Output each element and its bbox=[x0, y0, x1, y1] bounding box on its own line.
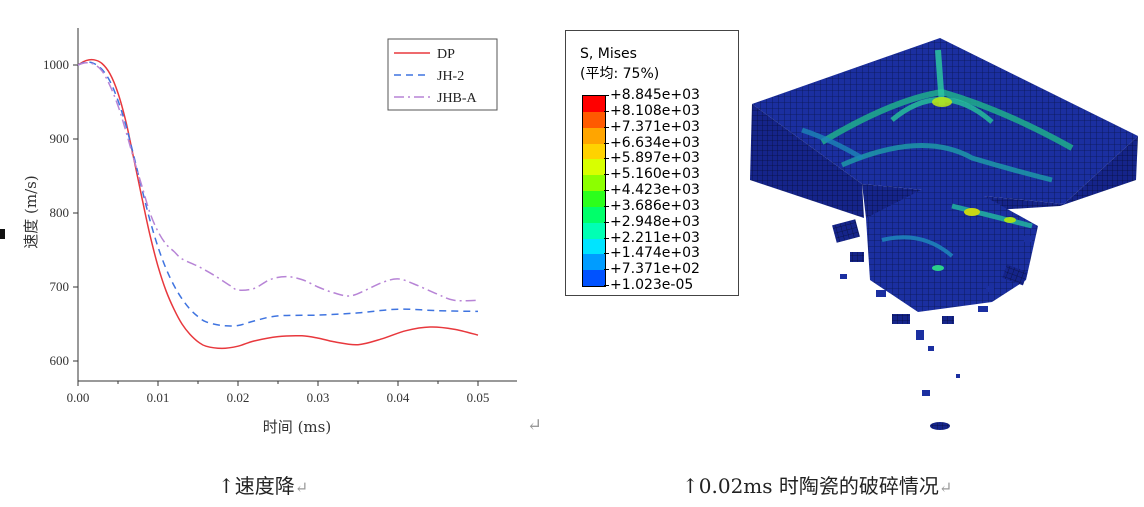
y-tick-label: 900 bbox=[50, 131, 70, 146]
colorbar-label: +5.897e+03 bbox=[610, 150, 700, 167]
right-caption-return-mark: ↵ bbox=[938, 478, 953, 497]
y-tick-label: 700 bbox=[50, 279, 70, 294]
colorbar-band bbox=[583, 175, 605, 192]
chart-axes bbox=[77, 28, 517, 382]
x-tick-label: 0.00 bbox=[67, 390, 90, 405]
colorbar-label: +7.371e+03 bbox=[610, 118, 700, 135]
colorbar-band bbox=[583, 159, 605, 176]
right-caption-text: ↑0.02ms 时陶瓷的破碎情况 bbox=[682, 474, 939, 498]
ceramic-fragments bbox=[832, 176, 1038, 430]
paragraph-return-mark: ↵ bbox=[527, 415, 543, 436]
x-tick-label: 0.01 bbox=[147, 390, 170, 405]
colorbar-label: +8.108e+03 bbox=[610, 102, 700, 119]
legend-label-dp: DP bbox=[437, 47, 455, 62]
contour-legend: S, Mises (平均: 75%) +8.845e+03 +8.108e+03 +… bbox=[565, 30, 739, 296]
colorbar-tick bbox=[604, 285, 609, 286]
y-tick-labels: 600 700 800 900 1000 bbox=[43, 57, 78, 368]
colorbar-band bbox=[583, 206, 605, 223]
colorbar-band bbox=[583, 222, 605, 239]
y-tick-label: 600 bbox=[50, 353, 70, 368]
colorbar-label: +8.845e+03 bbox=[610, 87, 700, 103]
colorbar-band bbox=[583, 143, 605, 160]
x-tick-label: 0.05 bbox=[467, 390, 490, 405]
colorbar-band bbox=[583, 270, 605, 287]
colorbar-tick bbox=[604, 221, 609, 223]
colorbar-tick bbox=[604, 126, 609, 128]
series-line-jhb-a bbox=[77, 62, 479, 302]
chart-legend: DP JH-2 JHB-A bbox=[387, 38, 498, 111]
left-caption-text: ↑速度降 bbox=[218, 474, 295, 498]
series-line-dp bbox=[77, 58, 479, 350]
colorbar-tick bbox=[604, 237, 609, 239]
legend-label-jhb-a: JHB-A bbox=[437, 91, 478, 106]
legend-label-jh-2: JH-2 bbox=[437, 69, 464, 84]
colorbar-band bbox=[583, 191, 605, 208]
colorbar-band bbox=[583, 238, 605, 255]
series-line-jh-2 bbox=[77, 61, 479, 327]
colorbar-label: +2.948e+03 bbox=[610, 213, 700, 230]
x-axis-label: 时间 (ms) bbox=[263, 418, 331, 436]
colorbar-label: +3.686e+03 bbox=[610, 197, 700, 214]
colorbar-tick bbox=[604, 205, 609, 207]
fragmented-ceramic-simulation bbox=[750, 38, 1138, 430]
y-axis-label: 速度 (m/s) bbox=[22, 175, 40, 248]
colorbar-tick bbox=[604, 174, 609, 176]
colorbar-label: +1.474e+03 bbox=[610, 245, 700, 262]
x-tick-label: 0.03 bbox=[307, 390, 330, 405]
colorbar-tick bbox=[604, 142, 609, 144]
text-cursor-marker bbox=[0, 229, 5, 239]
colorbar-tick bbox=[604, 158, 609, 160]
colorbar-tick bbox=[604, 269, 609, 271]
colorbar-label: +5.160e+03 bbox=[610, 166, 700, 183]
colorbar-label: +2.211e+03 bbox=[610, 229, 700, 246]
colorbar-band bbox=[583, 111, 605, 128]
left-caption-return-mark: ↵ bbox=[294, 478, 309, 497]
colorbar-label: +1.023e-05 bbox=[610, 277, 694, 293]
left-figure-caption: ↑速度降↵ bbox=[218, 470, 308, 499]
contour-legend-title: S, Mises bbox=[580, 46, 637, 62]
contour-colorbar bbox=[582, 95, 606, 287]
colorbar-tick bbox=[604, 110, 609, 112]
right-figure-caption: ↑0.02ms 时陶瓷的破碎情况↵ bbox=[682, 470, 952, 499]
y-tick-label: 800 bbox=[50, 205, 70, 220]
colorbar-tick bbox=[604, 190, 609, 191]
colorbar-band bbox=[583, 254, 605, 271]
y-tick-label: 1000 bbox=[43, 57, 69, 72]
colorbar-band bbox=[583, 127, 605, 144]
colorbar-label: +7.371e+02 bbox=[610, 261, 700, 278]
colorbar-tick bbox=[604, 95, 609, 96]
x-tick-labels: 0.00 0.01 0.02 0.03 0.04 0.05 bbox=[67, 381, 490, 405]
x-tick-label: 0.02 bbox=[227, 390, 250, 405]
colorbar-tick bbox=[604, 253, 609, 255]
colorbar-label: +6.634e+03 bbox=[610, 134, 700, 151]
contour-legend-subtitle: (平均: 75%) bbox=[580, 66, 660, 82]
colorbar-band bbox=[583, 96, 605, 113]
colorbar-label: +4.423e+03 bbox=[610, 182, 700, 198]
chart-series bbox=[77, 58, 479, 350]
x-tick-label: 0.04 bbox=[387, 390, 410, 405]
